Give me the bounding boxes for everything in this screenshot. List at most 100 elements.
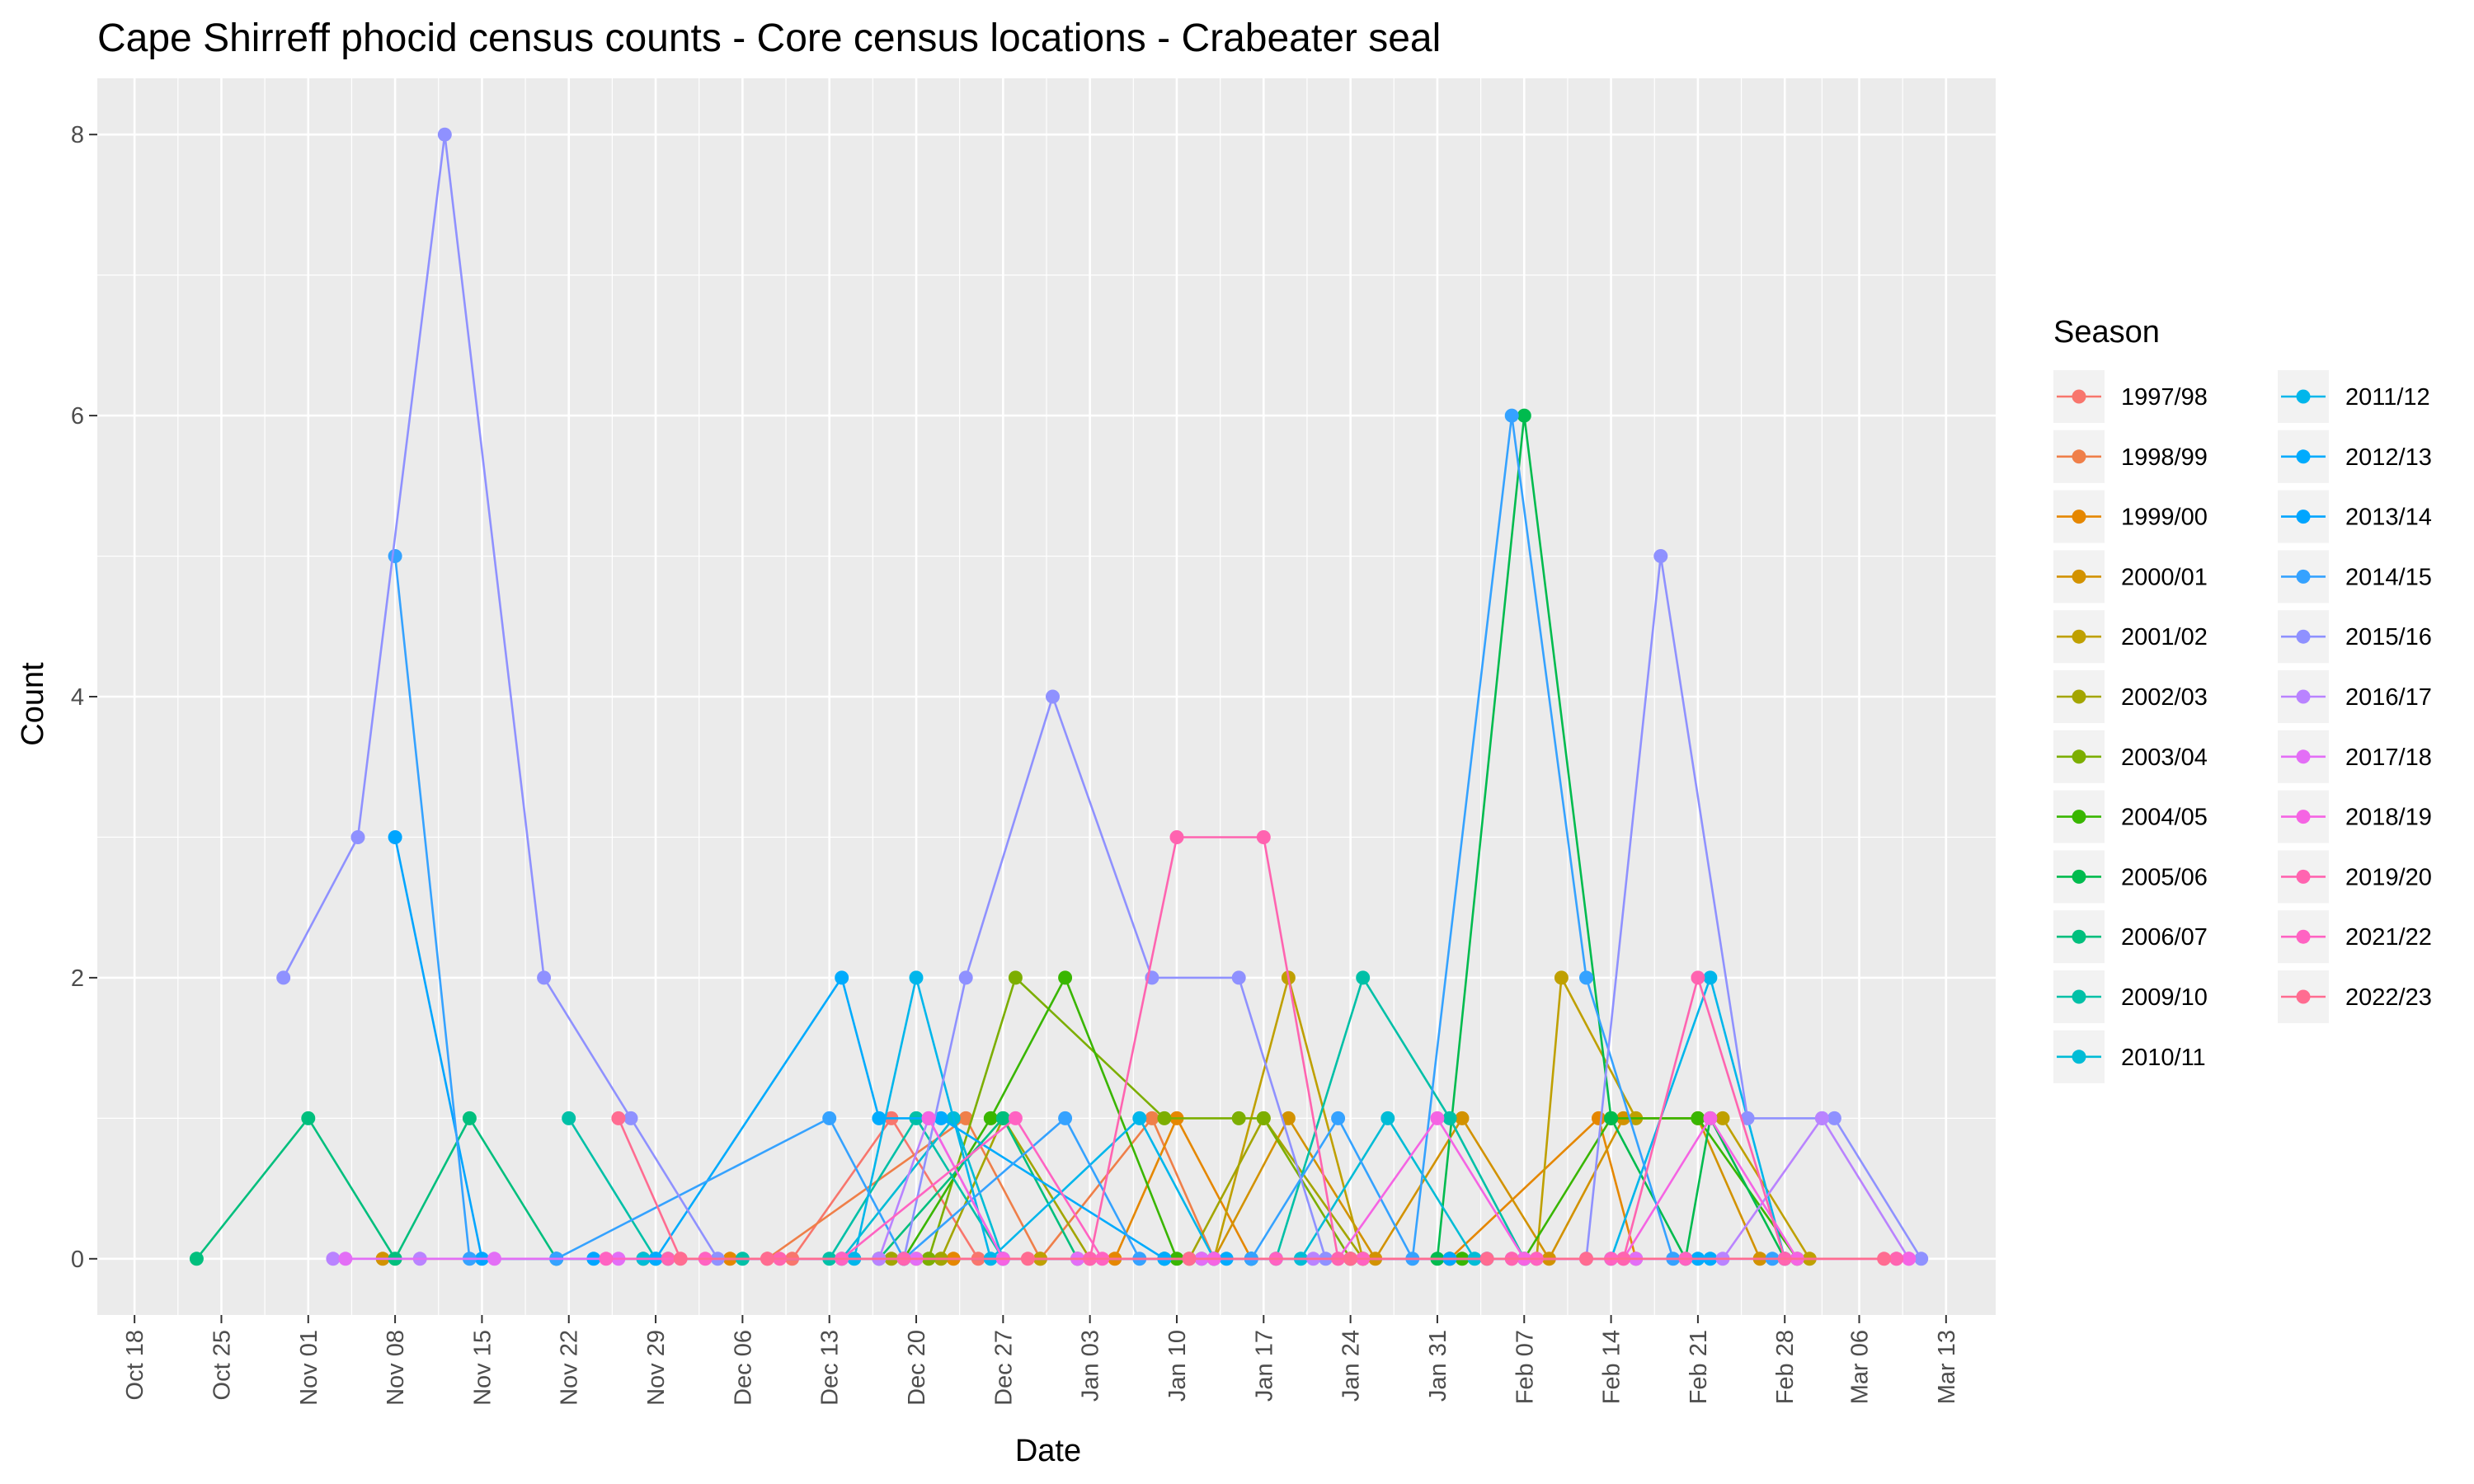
data-point	[1653, 549, 1668, 563]
data-point	[1442, 1111, 1457, 1125]
data-point	[1604, 1111, 1619, 1125]
data-point	[326, 1252, 341, 1266]
legend-label: 2014/15	[2345, 564, 2432, 590]
data-point	[1430, 1111, 1445, 1125]
data-point	[1331, 1111, 1346, 1125]
data-point	[1008, 1111, 1023, 1125]
data-point	[1827, 1111, 1841, 1125]
legend-item: 1998/99	[2053, 430, 2208, 483]
series-line	[1436, 414, 1786, 1261]
legend-label: 2009/10	[2121, 984, 2208, 1011]
data-point	[1231, 1111, 1246, 1125]
x-tick-label: Feb 21	[1686, 1330, 1712, 1404]
data-point	[1703, 970, 1718, 985]
legend-item: 2021/22	[2278, 910, 2432, 964]
data-point	[822, 1111, 837, 1125]
legend-item: 2000/01	[2053, 550, 2208, 603]
data-point	[1592, 1111, 1606, 1125]
data-point	[1579, 970, 1593, 985]
legend-key-point	[2072, 629, 2086, 644]
data-point	[599, 1252, 614, 1266]
legend-key-point	[2296, 989, 2311, 1004]
data-point	[1169, 830, 1184, 844]
legend-label: 2011/12	[2345, 384, 2430, 411]
legend-label: 2018/19	[2345, 805, 2432, 831]
legend-item: 2016/17	[2278, 670, 2432, 723]
data-point	[1157, 1111, 1172, 1125]
legend-key-point	[2296, 749, 2311, 764]
y-tick-label: 0	[71, 1247, 84, 1273]
legend-item: 1997/98	[2053, 370, 2208, 423]
legend-label: 2016/17	[2345, 684, 2432, 711]
data-point	[1579, 1252, 1593, 1266]
legend-item: 2012/13	[2278, 430, 2432, 483]
legend-item: 2011/12	[2278, 370, 2430, 423]
data-point	[1356, 970, 1371, 985]
x-tick-label: Nov 29	[643, 1330, 670, 1406]
data-point	[1504, 408, 1519, 423]
x-tick-label: Dec 20	[904, 1330, 930, 1406]
legend-label: 2006/07	[2121, 924, 2208, 951]
y-tick-label: 8	[71, 122, 84, 148]
data-point	[1554, 970, 1569, 985]
x-tick-label: Nov 22	[557, 1330, 583, 1406]
data-point	[1256, 1111, 1271, 1125]
data-point	[388, 830, 402, 844]
legend-key-point	[2072, 389, 2086, 404]
legend-key-point	[2072, 929, 2086, 944]
data-point	[1740, 1111, 1755, 1125]
data-point	[350, 830, 365, 844]
series-layer	[189, 127, 1929, 1266]
legend-key-point	[2072, 510, 2086, 524]
legend-key-point	[2296, 929, 2311, 944]
legend-label: 2015/16	[2345, 624, 2432, 650]
data-point	[995, 1111, 1010, 1125]
data-point	[1814, 1111, 1829, 1125]
data-point	[909, 970, 924, 985]
data-point	[1691, 970, 1705, 985]
data-point	[673, 1252, 688, 1266]
data-point	[1058, 970, 1073, 985]
legend-item: 2022/23	[2278, 970, 2432, 1023]
x-tick-label: Jan 03	[1078, 1330, 1104, 1402]
legend-key-point	[2072, 869, 2086, 884]
axes: Oct 18 Oct 25 Nov 01 Nov 08 Nov 15 Nov 22 Nov …	[71, 122, 1960, 1406]
x-tick-label: Jan 24	[1338, 1330, 1365, 1402]
legend-item: 2001/02	[2053, 610, 2208, 664]
legend-label: 1997/98	[2121, 384, 2208, 411]
x-tick-label: Jan 31	[1425, 1330, 1451, 1402]
legend-item: 2018/19	[2278, 790, 2432, 843]
data-point	[835, 970, 849, 985]
data-point	[623, 1111, 638, 1125]
legend-key-point	[2296, 510, 2311, 524]
data-point	[276, 970, 291, 985]
data-point	[1020, 1252, 1035, 1266]
legend-label: 2012/13	[2345, 444, 2432, 471]
legend-item: 2002/03	[2053, 670, 2208, 723]
x-tick-label: Nov 08	[383, 1330, 409, 1406]
x-tick-label: Nov 15	[469, 1330, 496, 1406]
chart-title: Cape Shirreff phocid census counts - Cor…	[97, 16, 1441, 60]
legend-key-point	[2296, 569, 2311, 584]
y-axis-title: Count	[16, 662, 50, 746]
data-point	[1877, 1252, 1892, 1266]
data-point	[1455, 1111, 1470, 1125]
legend-label: 2000/01	[2121, 564, 2208, 590]
data-point	[1058, 1111, 1073, 1125]
data-point	[1479, 1252, 1494, 1266]
legend-item: 2003/04	[2053, 730, 2208, 783]
data-point	[1046, 689, 1060, 704]
legend: Season 1997/98 1998/99 1999/00 2000/01 2001/…	[2053, 315, 2432, 1083]
series-line	[927, 976, 1352, 1260]
legend-label: 1998/99	[2121, 444, 2208, 471]
legend-item: 2015/16	[2278, 610, 2432, 664]
legend-item: 2013/14	[2278, 490, 2432, 543]
data-point	[562, 1111, 576, 1125]
legend-label: 1999/00	[2121, 505, 2208, 531]
x-tick-label: Dec 13	[817, 1330, 844, 1406]
x-tick-label: Mar 06	[1846, 1330, 1873, 1404]
legend-key-point	[2072, 1050, 2086, 1064]
data-point	[934, 1111, 948, 1125]
x-tick-label: Oct 18	[122, 1330, 148, 1400]
